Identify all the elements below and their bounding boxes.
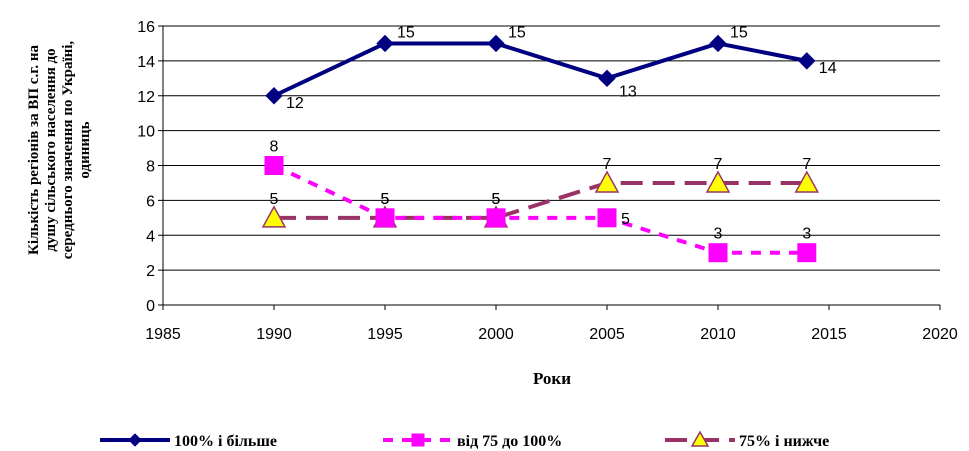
data-point — [708, 243, 728, 263]
data-label: 12 — [286, 95, 304, 112]
axes — [158, 25, 941, 310]
data-point — [594, 170, 620, 193]
data-point — [597, 208, 617, 228]
series-lines — [261, 34, 820, 263]
gridlines — [163, 25, 940, 271]
data-point — [264, 156, 284, 175]
y-tick-label: 4 — [146, 228, 155, 245]
x-axis-label: Роки — [533, 369, 571, 388]
data-point — [598, 69, 616, 88]
legend-label: 100% і більше — [174, 433, 277, 450]
data-label: 13 — [619, 83, 637, 100]
series-1 — [265, 34, 816, 105]
x-tick-label: 1995 — [367, 326, 403, 343]
y-axis-title-line: середнього значення по Україні, — [60, 41, 76, 260]
series-line — [273, 41, 808, 98]
data-point — [265, 87, 283, 105]
y-tick-labels: 0 2 4 6 8 10 12 14 16 — [137, 19, 155, 315]
x-tick-label: 1990 — [256, 326, 292, 343]
x-tick-label: 1985 — [145, 326, 181, 343]
y-tick-label: 10 — [137, 124, 155, 141]
legend-label: від 75 до 100% — [457, 433, 562, 450]
y-tick-label: 8 — [146, 159, 155, 176]
data-label: 5 — [492, 191, 501, 208]
y-tick-label: 12 — [137, 89, 155, 106]
data-point — [486, 208, 506, 228]
y-tick-label: 16 — [137, 19, 155, 36]
data-label: 7 — [802, 156, 811, 173]
data-label: 7 — [603, 156, 612, 173]
y-axis-label: Кількість регіонів за ВП с.г. надушу сіл… — [26, 41, 93, 260]
legend-item: 75% і нижче — [665, 430, 829, 450]
legend-label: 75% і нижче — [739, 433, 829, 450]
data-label: 8 — [270, 139, 279, 156]
x-tick-label: 2000 — [478, 326, 514, 343]
x-tick-label: 2020 — [922, 326, 958, 343]
data-point — [376, 34, 394, 53]
series-line — [273, 163, 807, 255]
data-point — [690, 430, 710, 447]
data-label: 14 — [819, 60, 837, 77]
legend-item: 100% і більше — [100, 433, 277, 450]
data-point — [794, 170, 820, 193]
x-tick-label: 2005 — [589, 326, 625, 343]
y-tick-label: 2 — [146, 263, 155, 280]
data-point — [411, 433, 425, 447]
x-tick-label: 2015 — [811, 326, 847, 343]
data-point — [261, 205, 287, 228]
data-label: 5 — [621, 211, 630, 228]
y-tick-label: 14 — [137, 54, 155, 71]
series-2 — [264, 156, 817, 263]
y-axis-title: Кількість регіонів за ВП с.г. надушу сіл… — [26, 41, 93, 260]
y-axis-title-line: душу сільського населення до — [43, 48, 59, 251]
data-label: 15 — [730, 24, 748, 41]
data-label: 3 — [802, 226, 811, 243]
data-point — [798, 52, 816, 70]
y-tick-label: 0 — [146, 298, 155, 315]
data-label: 7 — [714, 156, 723, 173]
data-point — [709, 34, 727, 53]
data-label: 5 — [492, 191, 501, 208]
series-line — [274, 180, 807, 220]
data-label: 15 — [508, 24, 526, 41]
y-axis-title-line: Кількість регіонів за ВП с.г. на — [26, 45, 42, 255]
data-label: 15 — [397, 24, 415, 41]
y-axis-title-line: одиниць — [77, 121, 93, 178]
data-point — [705, 170, 731, 193]
x-tick-labels: 1985 1990 1995 2000 2005 2010 2015 2020 — [145, 326, 958, 343]
data-label: 5 — [381, 191, 390, 208]
y-tick-label: 6 — [146, 193, 155, 210]
data-point — [797, 243, 817, 263]
data-label: 5 — [270, 191, 279, 208]
data-label: 3 — [714, 226, 723, 243]
legend-item: від 75 до 100% — [383, 433, 562, 450]
x-tick-label: 2010 — [700, 326, 736, 343]
legend: 100% і більше від 75 до 100% 75% і нижче — [100, 430, 829, 450]
data-point — [375, 208, 395, 228]
data-point — [128, 433, 142, 447]
data-label: 5 — [381, 191, 390, 208]
data-point — [487, 34, 505, 53]
